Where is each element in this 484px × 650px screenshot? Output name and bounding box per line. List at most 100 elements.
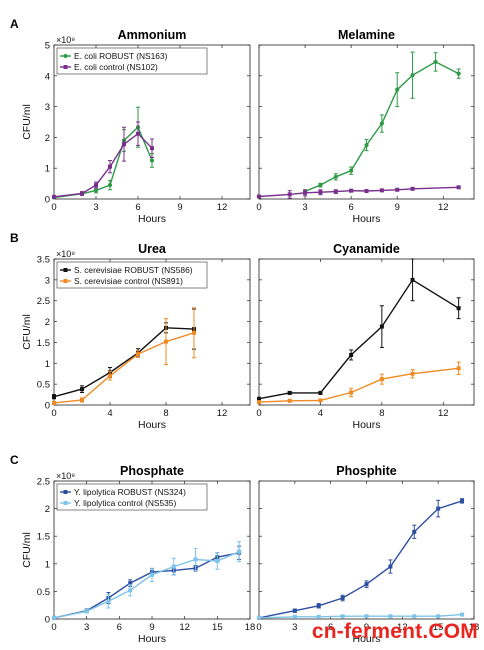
data-point bbox=[52, 400, 56, 405]
legend-label: Y. lipolytica ROBUST (NS324) bbox=[74, 487, 186, 497]
y-tick-label: 3 bbox=[45, 102, 50, 113]
y-axis-label: CFU/ml bbox=[21, 104, 33, 140]
data-point bbox=[379, 324, 384, 329]
legend-swatch-marker bbox=[63, 279, 68, 283]
data-point bbox=[456, 71, 461, 76]
y-axis-label: CFU/ml bbox=[21, 314, 33, 350]
y-tick-label: 4 bbox=[45, 71, 50, 82]
data-point bbox=[237, 549, 242, 554]
data-point bbox=[364, 582, 369, 587]
data-point bbox=[80, 397, 84, 402]
series-robust bbox=[302, 51, 461, 194]
x-tick-label: 6 bbox=[328, 622, 333, 633]
data-point bbox=[349, 390, 354, 395]
x-tick-label: 0 bbox=[51, 408, 56, 419]
y-tick-label: 3.5 bbox=[37, 255, 50, 266]
data-point bbox=[410, 277, 415, 282]
chart-cyanamide: Cyanamide 0 4 8 12 Hours bbox=[256, 242, 475, 431]
chart-phosphite: Phosphite 0 3 6 9 12 15 18 Hours bbox=[256, 464, 479, 645]
data-point bbox=[192, 330, 196, 335]
series-line bbox=[258, 367, 459, 403]
series-line bbox=[258, 500, 463, 619]
data-point bbox=[287, 192, 292, 197]
series-line bbox=[53, 551, 240, 619]
y-tick-label: 2 bbox=[45, 504, 50, 515]
x-tick-label: 8 bbox=[163, 408, 168, 419]
data-point bbox=[122, 142, 126, 147]
data-point bbox=[318, 183, 323, 188]
legend-label: Y. lipolytica control (NS535) bbox=[74, 498, 176, 508]
panel-letter-a: A bbox=[10, 17, 19, 31]
y-tick-label: 0 bbox=[45, 195, 50, 206]
data-point bbox=[107, 183, 113, 188]
data-point bbox=[333, 174, 338, 179]
x-axis-label: Hours bbox=[352, 213, 380, 225]
data-point bbox=[257, 615, 261, 620]
x-tick-label: 0 bbox=[256, 202, 261, 213]
data-point bbox=[456, 306, 461, 311]
data-point bbox=[108, 373, 112, 378]
series-line bbox=[258, 613, 463, 619]
chart-melamine: Melamine 0 3 6 9 12 Hours bbox=[256, 28, 475, 225]
data-point bbox=[292, 614, 297, 619]
y-tick-label: 1 bbox=[45, 559, 50, 570]
x-tick-label: 12 bbox=[217, 408, 228, 419]
data-point bbox=[349, 168, 354, 173]
y-tick-label: 0 bbox=[45, 615, 50, 626]
x-tick-label: 6 bbox=[348, 202, 353, 213]
data-point bbox=[364, 614, 369, 619]
plot-frame bbox=[258, 480, 475, 620]
data-point bbox=[388, 614, 393, 619]
data-point bbox=[340, 614, 345, 619]
data-point bbox=[150, 146, 154, 151]
data-point bbox=[412, 529, 417, 534]
data-point bbox=[94, 183, 98, 188]
legend-swatch-marker bbox=[63, 490, 68, 494]
legend: Y. lipolytica ROBUST (NS324)Y. lipolytic… bbox=[56, 483, 208, 511]
x-tick-label: 12 bbox=[397, 622, 408, 633]
data-point bbox=[436, 506, 441, 511]
series-robust bbox=[51, 106, 155, 200]
series-control bbox=[52, 121, 154, 199]
panel-letter-c: C bbox=[10, 453, 19, 467]
x-tick-label: 0 bbox=[256, 408, 261, 419]
data-point bbox=[149, 158, 155, 163]
data-point bbox=[292, 608, 297, 613]
data-point bbox=[257, 194, 261, 199]
data-point bbox=[318, 398, 323, 403]
x-tick-label: 18 bbox=[469, 622, 480, 633]
y-tick-label: 2.5 bbox=[37, 296, 50, 307]
data-point bbox=[257, 400, 261, 405]
chart-title: Cyanamide bbox=[333, 242, 400, 256]
legend-swatch-marker bbox=[63, 501, 68, 505]
data-point bbox=[340, 596, 345, 601]
legend-box bbox=[56, 483, 208, 511]
plot-frame bbox=[53, 258, 251, 406]
data-point bbox=[318, 390, 323, 395]
data-point bbox=[136, 131, 140, 136]
data-point bbox=[80, 387, 84, 392]
data-point bbox=[106, 599, 111, 604]
x-axis-label: Hours bbox=[138, 213, 166, 225]
plot-frame bbox=[258, 44, 475, 200]
data-point bbox=[316, 603, 321, 608]
series-line bbox=[53, 125, 153, 199]
data-point bbox=[80, 191, 84, 196]
data-point bbox=[364, 143, 369, 148]
data-point bbox=[379, 121, 384, 126]
series-robust bbox=[257, 258, 461, 401]
series-control bbox=[257, 361, 461, 405]
chart-title: Ammonium bbox=[118, 28, 187, 42]
data-point bbox=[460, 498, 465, 503]
data-point bbox=[460, 612, 465, 617]
legend-label: E. coli ROBUST (NS163) bbox=[74, 51, 168, 61]
data-point bbox=[52, 194, 56, 199]
data-point bbox=[412, 614, 417, 619]
data-point bbox=[287, 390, 292, 395]
data-point bbox=[433, 59, 438, 65]
y-tick-label: 0.5 bbox=[37, 587, 50, 598]
data-point bbox=[150, 572, 154, 577]
data-point bbox=[349, 188, 354, 193]
x-axis-label: Hours bbox=[138, 419, 166, 431]
